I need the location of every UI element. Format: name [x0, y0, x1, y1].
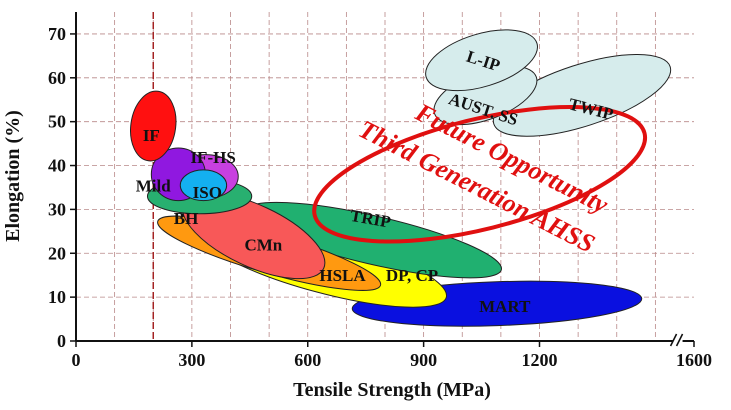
region-label-bh: BH	[174, 209, 199, 228]
region-label-mart: MART	[479, 297, 531, 316]
region-label-hsla: HSLA	[319, 266, 366, 285]
region-label-cmn: CMn	[244, 235, 282, 254]
axis-break-mark	[669, 333, 678, 347]
y-tick-label: 0	[57, 331, 66, 351]
region-label-if-hs: IF-HS	[190, 148, 235, 167]
axis-break-mark	[675, 333, 684, 347]
y-tick-label: 20	[48, 243, 66, 263]
y-tick-label: 30	[48, 199, 66, 219]
x-tick-label: 1600	[676, 350, 712, 370]
axis-break-gap	[672, 335, 683, 347]
x-tick-label: 900	[410, 350, 437, 370]
y-tick-label: 40	[48, 156, 66, 176]
y-tick-label: 60	[48, 68, 66, 88]
y-tick-label: 70	[48, 24, 66, 44]
x-axis-title: Tensile Strength (MPa)	[293, 379, 491, 401]
region-twip	[492, 53, 672, 137]
region-label-mild: Mild	[136, 176, 171, 195]
region-iso	[179, 169, 228, 202]
x-tick-label: 1200	[522, 350, 558, 370]
x-tick-label: 0	[72, 350, 81, 370]
region-l-ip	[425, 29, 539, 92]
region-if	[130, 90, 177, 162]
opportunity-ellipse	[312, 105, 648, 244]
y-tick-label: 10	[48, 287, 66, 307]
region-label-dp-cp: DP, CP	[386, 266, 438, 285]
y-axis-title: Elongation (%)	[2, 110, 24, 242]
x-tick-label: 600	[294, 350, 321, 370]
x-tick-label: 300	[178, 350, 205, 370]
y-tick-label: 50	[48, 112, 66, 132]
region-label-if: IF	[143, 126, 160, 145]
region-label-iso: ISO	[193, 183, 222, 202]
